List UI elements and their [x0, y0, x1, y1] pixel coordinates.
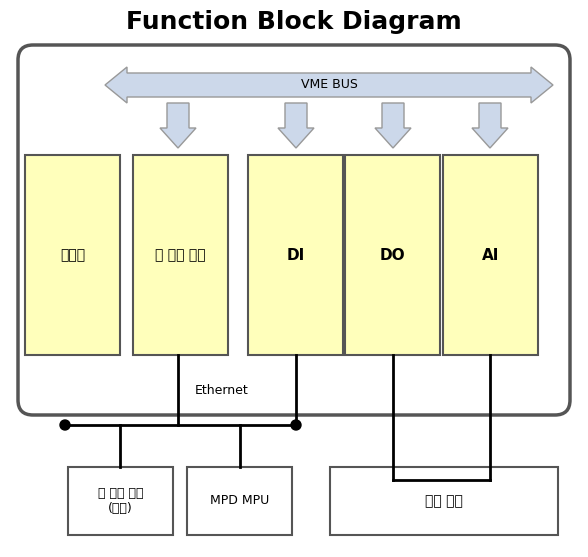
Bar	[443, 155, 538, 355]
Bar	[68, 467, 173, 535]
Text: Function Block Diagram: Function Block Diagram	[126, 10, 462, 34]
Text: 주 치리 장치: 주 치리 장치	[155, 248, 206, 262]
Polygon shape	[160, 103, 196, 148]
Polygon shape	[105, 67, 553, 103]
Text: DI: DI	[286, 247, 305, 262]
Bar	[330, 467, 558, 535]
Bar	[133, 155, 228, 355]
Text: DO: DO	[380, 247, 405, 262]
Text: Ethernet: Ethernet	[195, 384, 249, 397]
Polygon shape	[278, 103, 314, 148]
Bar	[248, 155, 343, 355]
Bar	[187, 467, 292, 535]
Bar	[25, 155, 120, 355]
Text: 전원부: 전원부	[60, 248, 85, 262]
Circle shape	[291, 420, 301, 430]
Polygon shape	[375, 103, 411, 148]
Circle shape	[60, 420, 70, 430]
Text: MPD MPU: MPD MPU	[210, 495, 269, 507]
Text: AI: AI	[482, 247, 499, 262]
Text: 현장 접점: 현장 접점	[425, 494, 463, 508]
Text: 주 치리 장치
(예비): 주 치리 장치 (예비)	[98, 487, 143, 515]
FancyBboxPatch shape	[18, 45, 570, 415]
Polygon shape	[472, 103, 508, 148]
Text: VME BUS: VME BUS	[300, 79, 358, 91]
Bar	[345, 155, 440, 355]
